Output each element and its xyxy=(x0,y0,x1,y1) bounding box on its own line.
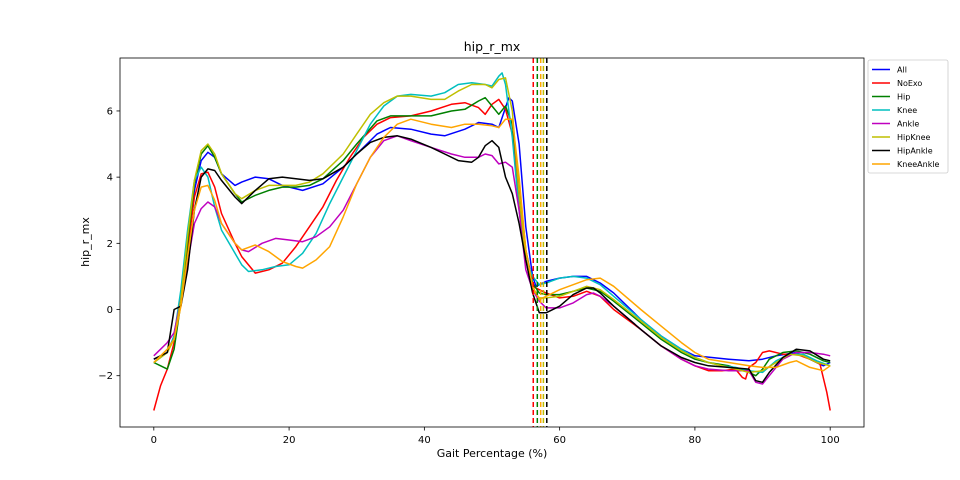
series-line-hip xyxy=(153,96,831,377)
legend-item: HipAnkle xyxy=(872,147,933,156)
series-line-hipankle xyxy=(153,135,831,384)
x-tick-label: 80 xyxy=(689,435,702,446)
plot-area xyxy=(153,58,831,427)
series-line-hipknee xyxy=(153,77,831,374)
x-tick-label: 100 xyxy=(821,435,840,446)
y-tick-label: 2 xyxy=(107,239,113,250)
legend-label: Knee xyxy=(897,106,917,115)
legend-item: Ankle xyxy=(872,120,919,129)
legend-item: Knee xyxy=(872,106,917,115)
x-tick-label: 20 xyxy=(283,435,296,446)
legend-box xyxy=(867,59,949,174)
legend-item: HipKnee xyxy=(872,133,931,142)
legend-label: All xyxy=(897,66,907,75)
legend-label: HipKnee xyxy=(897,133,931,142)
series-line-kneeankle xyxy=(153,118,831,372)
legend-item: KneeAnkle xyxy=(872,160,940,169)
series-line-knee xyxy=(153,72,831,374)
legend: AllNoExoHipKneeAnkleHipKneeHipAnkleKneeA… xyxy=(867,59,949,174)
legend-label: HipAnkle xyxy=(897,147,933,156)
legend-item: All xyxy=(872,66,907,75)
x-tick-label: 40 xyxy=(418,435,431,446)
y-tick-label: 6 xyxy=(107,106,113,117)
x-tick-label: 60 xyxy=(553,435,566,446)
series-line-noexo xyxy=(153,98,831,411)
y-axis-label: hip_r_mx xyxy=(79,217,92,267)
legend-item: Hip xyxy=(872,93,910,102)
legend-label: KneeAnkle xyxy=(897,160,940,169)
axes: 0 20 40 60 80 100 −2 0 2 4 6 xyxy=(98,57,865,446)
x-tick-label: 0 xyxy=(151,435,157,446)
legend-label: NoExo xyxy=(897,79,922,88)
y-tick-label: −2 xyxy=(98,371,113,382)
series-line-all xyxy=(153,96,831,367)
chart-title: hip_r_mx xyxy=(464,39,521,54)
plot-frame xyxy=(119,57,865,428)
y-tick-label: 0 xyxy=(107,305,113,316)
legend-item: NoExo xyxy=(872,79,922,88)
x-axis-label: Gait Percentage (%) xyxy=(437,447,548,460)
legend-label: Hip xyxy=(897,93,910,102)
series-line-ankle xyxy=(153,135,831,385)
legend-label: Ankle xyxy=(897,120,919,129)
y-tick-label: 4 xyxy=(107,173,113,184)
